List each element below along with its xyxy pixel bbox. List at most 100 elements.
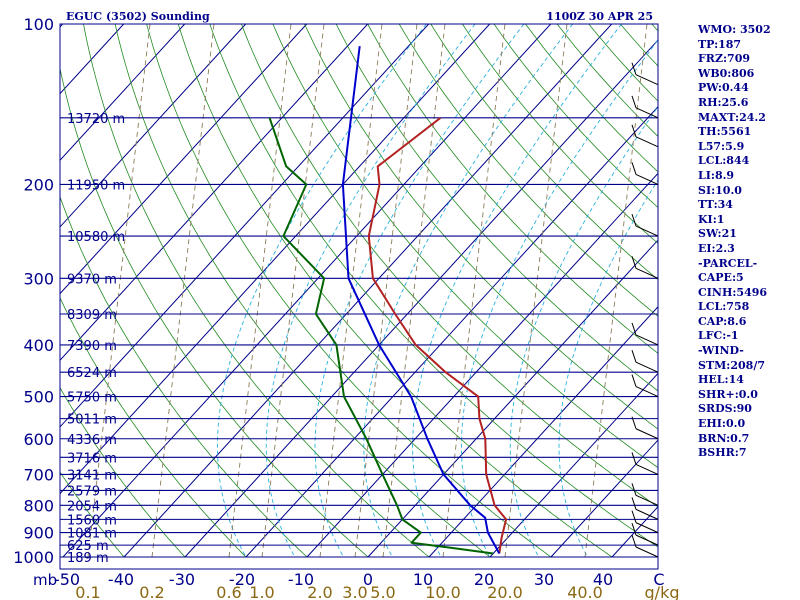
wind-barb	[631, 522, 659, 546]
wind-barb	[631, 416, 659, 440]
pressure-unit-label: mb	[33, 571, 57, 589]
mixing-ratio-tick-label: 0.2	[139, 583, 164, 600]
height-label: 8309 m	[67, 308, 117, 323]
sounding-index-item: WMO: 3502	[698, 23, 771, 36]
sounding-index-item: MAXT:24.2	[698, 110, 766, 124]
pressure-tick-label: 400	[23, 336, 54, 355]
height-label: 1560 m	[67, 513, 117, 528]
wind-barb	[631, 124, 659, 148]
wind-barb	[631, 322, 659, 346]
isotherm-line	[62, 24, 552, 558]
pressure-tick-label: 700	[23, 465, 54, 484]
mixing-ratio-unit-label: g/kg	[645, 583, 680, 600]
sounding-profiles	[268, 45, 508, 555]
temperature-tick-label: -30	[169, 570, 195, 589]
sounding-index-item: STM:208/7	[698, 358, 765, 372]
height-label: 4336 m	[67, 433, 117, 448]
mixing-ratio-tick-label: 5.0	[370, 583, 395, 600]
isotherm-line	[306, 172, 658, 558]
sounding-index-item: KI:1	[698, 212, 725, 226]
isotherm-line	[184, 39, 658, 558]
height-label: 3716 m	[67, 451, 117, 466]
height-label: 3141 m	[67, 468, 117, 483]
mixing-ratio-tick-label: 20.0	[487, 583, 523, 600]
sounding-index-item: LCL:758	[698, 300, 750, 314]
height-label: 5750 m	[67, 391, 117, 406]
sounding-index-item: BSHR:7	[698, 446, 747, 460]
isotherm-line	[367, 239, 658, 558]
temperature-profile-line	[367, 117, 508, 554]
sounding-index-item: TP:187	[698, 37, 742, 51]
dry-adiabat-line	[778, 24, 800, 557]
sounding-index-item: SI:10.0	[698, 183, 742, 197]
pressure-tick-label: 1000	[13, 548, 54, 567]
sounding-index-item: L57:5.9	[698, 139, 745, 153]
temperature-tick-label: 40	[593, 570, 613, 589]
temperature-tick-label: 30	[534, 570, 554, 589]
temperature-unit-label: C	[653, 570, 664, 589]
isotherm-line	[489, 372, 658, 558]
mixing-ratio-tick-label: 0.1	[75, 583, 100, 600]
height-label: 7390 m	[67, 339, 117, 354]
wind-barb	[631, 95, 659, 119]
sounding-index-item: TH:5561	[698, 125, 752, 139]
wind-barb	[631, 350, 659, 373]
height-label: 10580 m	[67, 230, 125, 245]
temperature-tick-label: -40	[108, 570, 134, 589]
pressure-tick-label: 800	[23, 496, 54, 515]
temperature-tick-label: 20	[474, 570, 494, 589]
sounding-index-item: -WIND-	[698, 344, 744, 358]
height-label: 5011 m	[67, 413, 117, 428]
sounding-index-item: HEL:14	[698, 373, 744, 387]
plot-background	[60, 24, 658, 569]
chart-datetime: 1100Z 30 APR 25	[546, 10, 653, 23]
isotherm-line	[60, 24, 491, 495]
height-label: 189 m	[67, 551, 109, 566]
sounding-index-item: LCL:844	[698, 154, 750, 168]
sounding-index-item: RH:25.6	[698, 95, 749, 109]
parcel-trajectory-line	[341, 45, 501, 554]
wind-barb	[631, 374, 659, 398]
isotherm-line	[0, 24, 2, 557]
temperature-tick-label: -20	[229, 570, 255, 589]
height-label: 1081 m	[67, 527, 117, 542]
wind-barb	[631, 452, 659, 475]
sounding-index-item: SHR+:0.0	[698, 387, 758, 401]
sounding-index-item: SW:21	[698, 227, 737, 241]
sounding-index-item: CINH:5496	[698, 285, 768, 299]
wind-barb	[631, 534, 659, 558]
isotherm-line	[550, 439, 658, 558]
isotherm-line	[60, 24, 369, 362]
sounding-index-item: LFC:-1	[698, 329, 739, 343]
height-label: 13720 m	[67, 112, 125, 127]
mixing-ratio-tick-label: 3.0	[342, 583, 367, 600]
sounding-index-item: WB0:806	[698, 66, 755, 80]
sounding-indices-list: WMO: 3502 TP:187 FRZ:709 WB0:806 PW:0.44 RH:2…	[698, 23, 771, 461]
isotherm-line	[245, 105, 658, 558]
temperature-tick-label: 10	[413, 570, 433, 589]
isotherm-line	[60, 24, 247, 228]
height-label: 6524 m	[67, 366, 117, 381]
mixing-ratio-tick-label: 40.0	[567, 583, 603, 600]
wind-barb	[631, 162, 659, 185]
wind-barb	[631, 62, 659, 86]
mixing-ratio-tick-label: 10.0	[425, 583, 461, 600]
mixing-ratio-tick-label: 0.6	[216, 583, 241, 600]
sounding-index-item: FRZ:709	[698, 52, 751, 66]
sounding-index-item: EHI:0.0	[698, 417, 746, 431]
sounding-index-item: LI:8.9	[698, 168, 735, 182]
mixing-ratio-tick-label: 1.0	[249, 583, 274, 600]
wind-barbs	[631, 62, 659, 558]
pressure-tick-label: 500	[23, 388, 54, 407]
dewpoint-profile-line	[268, 117, 494, 555]
height-label: 11950 m	[67, 178, 125, 193]
height-label: 9370 m	[67, 272, 117, 287]
mixing-ratio-tick-label: 2.0	[307, 583, 332, 600]
pressure-tick-label: 600	[23, 430, 54, 449]
pressure-tick-label: 300	[23, 269, 54, 288]
isotherm-line	[428, 305, 658, 558]
sounding-index-item: SRDS:90	[698, 402, 752, 416]
sounding-index-item: -PARCEL-	[698, 256, 758, 270]
